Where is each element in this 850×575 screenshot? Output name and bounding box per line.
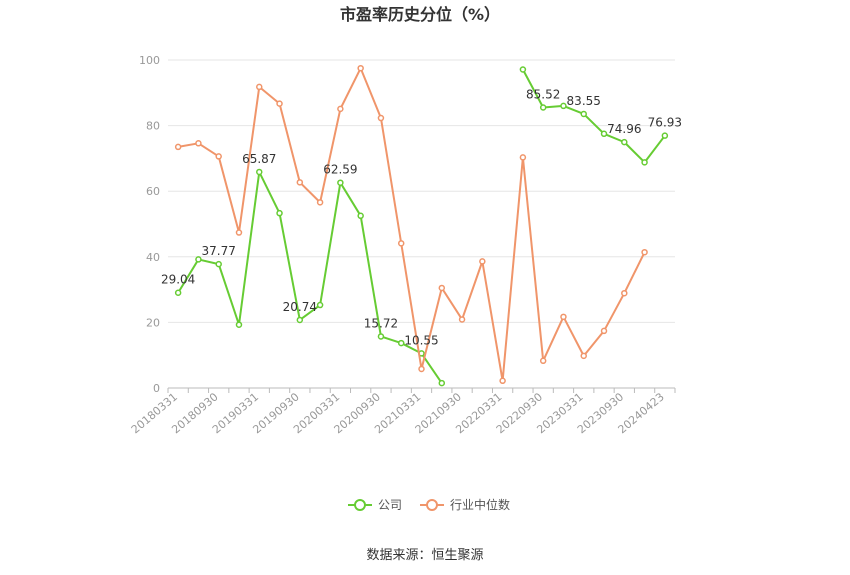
- data-point: [195, 140, 202, 147]
- data-point: [296, 179, 304, 186]
- data-point: [316, 199, 324, 206]
- data-label: 85.52: [526, 87, 560, 101]
- data-point: [600, 327, 608, 335]
- y-tick-label: 100: [139, 54, 160, 67]
- y-tick-label: 40: [146, 251, 160, 264]
- x-axis: [167, 387, 676, 393]
- data-point: [438, 379, 446, 387]
- data-point: [357, 212, 364, 220]
- data-point: [621, 138, 628, 146]
- y-tick-label: 80: [146, 120, 160, 133]
- chart-title: 市盈率历史分位（%）: [340, 5, 500, 24]
- data-point: [377, 333, 385, 340]
- data-label: 62.59: [323, 163, 357, 177]
- data-point: [519, 154, 527, 161]
- legend-item-0[interactable]: 公司: [348, 498, 402, 512]
- data-point: [195, 256, 202, 263]
- legend-marker: [354, 499, 366, 511]
- data-label: 83.55: [567, 94, 601, 108]
- y-tick-label: 20: [146, 316, 160, 329]
- series-layer: [174, 64, 669, 387]
- legend-item-1[interactable]: 行业中位数: [420, 497, 510, 512]
- data-point: [235, 321, 243, 328]
- data-point: [357, 64, 364, 72]
- y-axis-labels: 0 20 40 60 80 100: [139, 54, 160, 395]
- data-point: [600, 130, 608, 138]
- data-point: [377, 114, 385, 122]
- data-point: [661, 132, 669, 139]
- data-point: [276, 209, 283, 217]
- legend-marker: [426, 499, 438, 511]
- data-point: [560, 102, 567, 110]
- x-axis-labels: 2018033120180930201903312019093020200331…: [129, 390, 667, 436]
- data-point: [215, 260, 222, 268]
- data-point: [215, 153, 222, 160]
- data-point: [276, 100, 283, 107]
- data-label: 15.72: [364, 316, 398, 330]
- data-point: [641, 159, 648, 166]
- data-point: [296, 316, 304, 324]
- series-0: [174, 66, 669, 387]
- data-point: [641, 248, 648, 256]
- legend-label: 行业中位数: [450, 497, 510, 512]
- y-tick-label: 60: [146, 185, 160, 198]
- data-point: [580, 110, 587, 118]
- legend-label: 公司: [378, 498, 402, 512]
- data-point: [499, 377, 506, 385]
- data-label: 65.87: [242, 152, 276, 166]
- data-label: 29.04: [161, 273, 195, 287]
- series-1: [174, 64, 648, 385]
- data-point: [337, 105, 344, 113]
- data-point: [418, 365, 425, 373]
- data-label: 20.74: [283, 300, 317, 314]
- data-point: [479, 258, 486, 265]
- data-label: 74.96: [607, 122, 641, 136]
- source-note: 数据来源：恒生聚源: [366, 548, 483, 563]
- series-line: [177, 67, 646, 382]
- legend[interactable]: 公司 行业中位数: [348, 497, 510, 512]
- series-line: [522, 69, 666, 164]
- data-point: [256, 83, 263, 91]
- data-point: [438, 284, 446, 292]
- data-label: 10.55: [404, 333, 438, 347]
- data-point: [174, 289, 182, 296]
- series-line: [177, 170, 443, 384]
- data-point: [539, 357, 547, 365]
- data-point: [560, 313, 567, 321]
- y-tick-label: 0: [153, 382, 160, 395]
- data-point: [539, 104, 547, 111]
- data-labels: 29.04 37.77 65.87 20.74 62.59 15.72 10.55 85.52…: [161, 87, 682, 347]
- data-point: [174, 143, 182, 151]
- data-point: [580, 352, 587, 360]
- data-point: [256, 168, 263, 176]
- data-point: [235, 229, 243, 236]
- data-point: [316, 301, 324, 309]
- data-point: [337, 179, 344, 186]
- grid-lines: [168, 59, 675, 323]
- data-point: [458, 316, 466, 323]
- data-point: [621, 289, 628, 297]
- data-point: [397, 240, 405, 247]
- data-label: 76.93: [648, 116, 682, 130]
- data-point: [397, 339, 405, 347]
- data-label: 37.77: [202, 244, 236, 258]
- data-point: [519, 66, 527, 73]
